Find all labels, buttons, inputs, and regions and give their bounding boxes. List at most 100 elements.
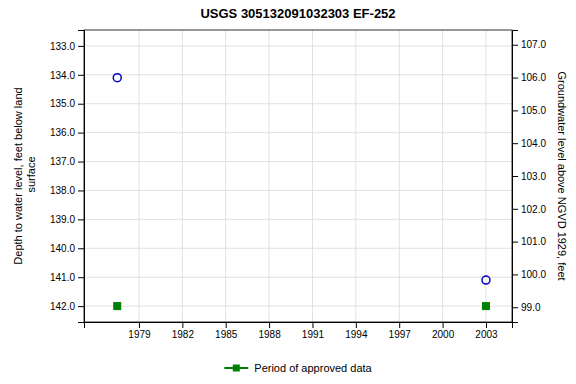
y-axis-title-line: surface — [25, 156, 37, 195]
tick-label: 2003 — [475, 329, 498, 340]
tick: 136.0 — [50, 127, 84, 138]
grid-line-x — [138, 30, 139, 322]
tick-mark — [512, 110, 518, 111]
tick: 142.0 — [50, 301, 84, 312]
tick-label: 139.0 — [50, 214, 75, 225]
tick-mark — [78, 133, 84, 134]
grid-line-x — [442, 30, 443, 322]
tick-mark — [78, 248, 84, 249]
axis-line — [513, 31, 519, 323]
tick: 140.0 — [50, 243, 84, 254]
tick: 137.0 — [50, 156, 84, 167]
tick: 105.0 — [512, 105, 546, 116]
tick: 141.0 — [50, 272, 84, 283]
circle-marker — [482, 276, 490, 284]
grid-line-x — [269, 30, 270, 322]
tick-label: 140.0 — [50, 243, 75, 254]
tick-mark — [78, 46, 84, 47]
tick: 2003 — [475, 322, 498, 340]
tick-label: 1982 — [172, 329, 195, 340]
grid-line-y — [84, 248, 512, 249]
tick-mark — [512, 176, 518, 177]
tick-label: 101.0 — [521, 236, 546, 247]
series — [113, 74, 490, 284]
tick: 138.0 — [50, 185, 84, 196]
tick: 101.0 — [512, 236, 546, 247]
tick: 1988 — [258, 322, 281, 340]
tick-label: 104.0 — [521, 138, 546, 149]
tick-label: 135.0 — [50, 98, 75, 109]
grid-line-y — [84, 103, 512, 104]
tick-mark — [356, 322, 357, 328]
grid-line-y — [84, 219, 512, 220]
grid-line-y — [84, 74, 512, 75]
tick-mark — [78, 306, 84, 307]
grid — [84, 30, 512, 322]
tick: 1985 — [215, 322, 238, 340]
tick: 1982 — [172, 322, 195, 340]
tick-mark — [512, 274, 518, 275]
grid-line-x — [399, 30, 400, 322]
tick-label: 102.0 — [521, 204, 546, 215]
tick-mark — [512, 209, 518, 210]
tick-mark — [512, 143, 518, 144]
tick-mark — [139, 322, 140, 328]
tick-label: 107.0 — [521, 39, 546, 50]
tick-mark — [78, 75, 84, 76]
tick-label: 133.0 — [50, 41, 75, 52]
tick: 99.0 — [512, 302, 541, 313]
grid-line-x — [225, 30, 226, 322]
tick-mark — [78, 277, 84, 278]
grid-line-y — [84, 45, 512, 46]
tick-label: 105.0 — [521, 105, 546, 116]
tick-mark — [512, 242, 518, 243]
tick: 139.0 — [50, 214, 84, 225]
tick: 133.0 — [50, 41, 84, 52]
tick-label: 2000 — [432, 329, 455, 340]
tick: 135.0 — [50, 98, 84, 109]
tick: 2000 — [432, 322, 455, 340]
grid-line-x — [355, 30, 356, 322]
tick-label: 1997 — [389, 329, 412, 340]
tick-mark — [399, 322, 400, 328]
tick-label: 1994 — [345, 329, 368, 340]
grid-line-x — [312, 30, 313, 322]
tick-mark — [269, 322, 270, 328]
tick-mark — [443, 322, 444, 328]
tick: 103.0 — [512, 171, 546, 182]
tick-mark — [512, 307, 518, 308]
tick-label: 142.0 — [50, 301, 75, 312]
y2-axis: 99.0 100.0 101.0 102.0 103.0 104.0 105.0 106.0 1… — [512, 31, 546, 323]
plot: 197919821985198819911994199720002003133.… — [12, 30, 568, 340]
tick-mark — [512, 78, 518, 79]
tick-label: 136.0 — [50, 127, 75, 138]
tick-label: 1988 — [258, 329, 281, 340]
tick-mark — [512, 45, 518, 46]
grid-line-x — [182, 30, 183, 322]
tick-mark — [312, 322, 313, 328]
grid-line-y — [84, 190, 512, 191]
legend-item: Period of approved data — [224, 362, 372, 374]
tick-mark — [486, 322, 487, 328]
tick-label: 1979 — [128, 329, 151, 340]
y2-axis-title: Groundwater level above NGVD 1929, feet — [556, 71, 568, 280]
x-axis: 197919821985198819911994199720002003 — [85, 322, 513, 340]
tick-label: 100.0 — [521, 269, 546, 280]
tick-label: 106.0 — [521, 72, 546, 83]
axis-line — [78, 31, 85, 323]
legend: Period of approved data — [224, 362, 372, 374]
grid-line-y — [84, 161, 512, 162]
circle-marker — [113, 74, 121, 82]
y-axis-title-line: Depth to water level, feet below land — [12, 87, 24, 264]
grid-line-y — [84, 306, 512, 307]
tick-label: 138.0 — [50, 185, 75, 196]
series — [114, 303, 490, 310]
y-axis: 133.0 134.0 135.0 136.0 137.0 138.0 139.0 140.0… — [50, 31, 85, 323]
tick-label: 99.0 — [521, 302, 541, 313]
axis-line — [85, 323, 513, 329]
grid-line-x — [485, 30, 486, 322]
tick: 107.0 — [512, 39, 546, 50]
tick-label: 137.0 — [50, 156, 75, 167]
y-axis-title: Depth to water level, feet below land su… — [12, 87, 37, 264]
tick-label: 134.0 — [50, 70, 75, 81]
